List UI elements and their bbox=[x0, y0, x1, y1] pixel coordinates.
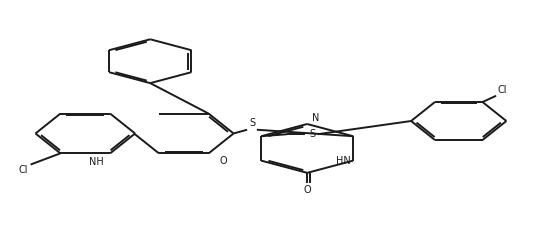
Text: S: S bbox=[250, 118, 256, 128]
Text: HN: HN bbox=[336, 156, 350, 166]
Text: S: S bbox=[310, 129, 316, 139]
Text: O: O bbox=[304, 184, 311, 195]
Text: NH: NH bbox=[89, 157, 103, 167]
Text: O: O bbox=[219, 156, 227, 166]
Text: Cl: Cl bbox=[18, 165, 28, 175]
Text: N: N bbox=[312, 113, 319, 123]
Text: Cl: Cl bbox=[498, 85, 507, 95]
